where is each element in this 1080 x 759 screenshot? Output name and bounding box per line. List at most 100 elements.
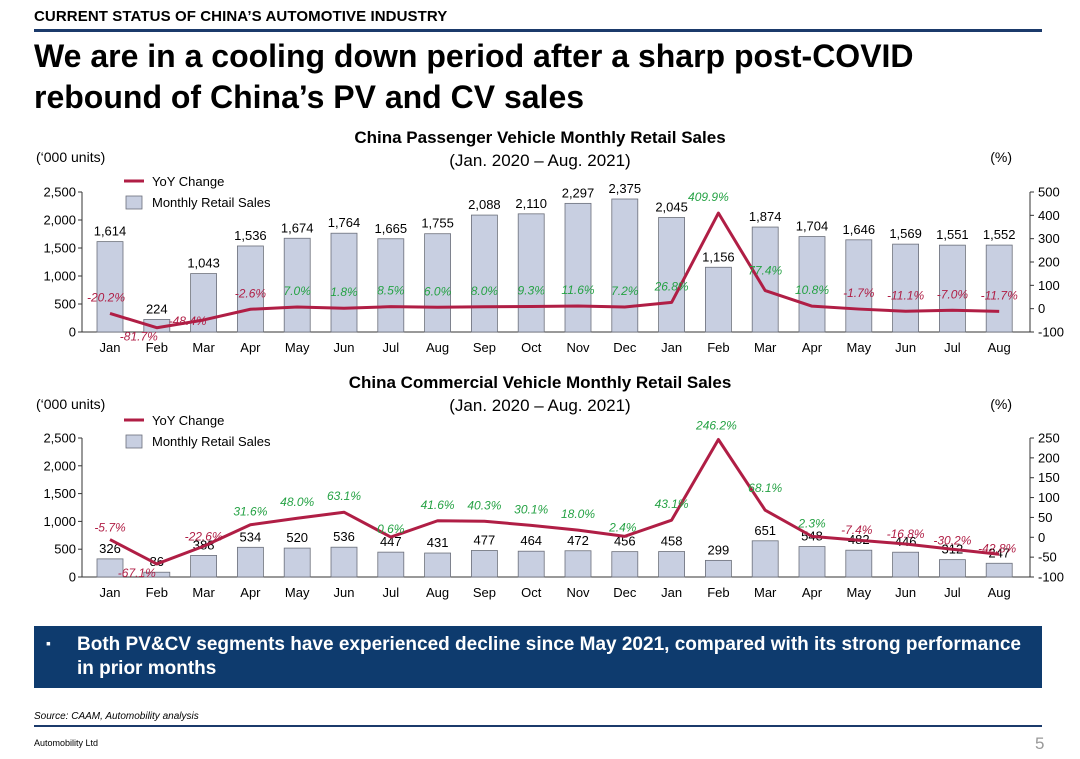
yoy-data-label: 30.1% <box>514 502 548 516</box>
y-tick-label: 500 <box>54 542 76 557</box>
x-tick-label: Oct <box>521 585 542 600</box>
legend-line-label: YoY Change <box>152 174 224 189</box>
bar-value-label: 326 <box>99 541 121 556</box>
yoy-data-label: 246.2% <box>695 419 737 433</box>
bar-monthly-retail-sales <box>377 551 405 578</box>
y2-tick-label: 100 <box>1038 278 1060 293</box>
x-tick-label: Jun <box>895 340 916 355</box>
x-tick-label: Mar <box>192 585 215 600</box>
bar-monthly-retail-sales <box>96 558 124 578</box>
legend-bar-swatch <box>125 434 143 449</box>
yoy-data-label: -5.7% <box>94 521 126 535</box>
bar-value-label: 2,088 <box>468 197 501 212</box>
y-tick-label: 1,000 <box>43 269 76 284</box>
y2-tick-label: 300 <box>1038 231 1060 246</box>
bar-value-label: 1,536 <box>234 228 267 243</box>
company-name: Automobility Ltd <box>34 738 99 748</box>
yoy-data-label: 41.6% <box>421 498 455 512</box>
yoy-data-label: 10.8% <box>795 283 829 297</box>
bar-value-label: 1,569 <box>889 226 922 241</box>
bar-monthly-retail-sales <box>658 217 685 333</box>
bar-monthly-retail-sales <box>330 546 358 578</box>
x-tick-label: Feb <box>707 340 729 355</box>
bar-monthly-retail-sales <box>892 551 919 578</box>
x-tick-label: Feb <box>146 585 168 600</box>
yoy-data-label: 63.1% <box>327 489 361 503</box>
bar-monthly-retail-sales <box>143 571 171 578</box>
yoy-data-label: 9.3% <box>518 283 546 297</box>
key-takeaway-text: Both PV&CV segments have experienced dec… <box>77 634 1021 679</box>
yoy-data-label: 6.0% <box>424 284 452 298</box>
legend-bar-label: Monthly Retail Sales <box>152 434 271 449</box>
yoy-data-label: -48.4% <box>169 314 207 328</box>
yoy-data-label: -7.4% <box>841 523 873 537</box>
y-tick-label: 2,500 <box>43 185 76 200</box>
bar-monthly-retail-sales <box>798 546 826 578</box>
yoy-data-label: 48.0% <box>280 495 314 509</box>
x-tick-label: May <box>847 340 872 355</box>
yoy-change-line <box>109 438 1000 566</box>
bar-monthly-retail-sales <box>470 214 498 333</box>
headline-line-1: We are in a cooling down period after a … <box>34 38 914 74</box>
chart-title: China Commercial Vehicle Monthly Retail … <box>349 373 732 392</box>
x-tick-label: Nov <box>566 585 590 600</box>
bar-value-label: 472 <box>567 533 589 548</box>
yoy-data-label: 0.6% <box>377 522 405 536</box>
x-tick-label: Jan <box>661 340 682 355</box>
bar-monthly-retail-sales <box>424 552 452 578</box>
yoy-change-line <box>109 211 1000 330</box>
bar-value-label: 1,755 <box>421 216 454 231</box>
bar-monthly-retail-sales <box>517 550 545 578</box>
bar-monthly-retail-sales <box>985 244 1013 333</box>
top-divider <box>34 29 1042 32</box>
bar-monthly-retail-sales <box>283 237 311 333</box>
x-tick-label: Oct <box>521 340 542 355</box>
y-tick-label: 1,500 <box>43 486 76 501</box>
bar-monthly-retail-sales <box>658 551 685 578</box>
bar-value-label: 2,297 <box>562 185 595 200</box>
x-tick-label: Aug <box>426 340 449 355</box>
bar-value-label: 86 <box>150 554 164 569</box>
bar-value-label: 1,551 <box>936 227 969 242</box>
x-tick-label: Mar <box>754 340 777 355</box>
x-tick-label: Dec <box>613 340 637 355</box>
y2-tick-label: -50 <box>1038 550 1057 565</box>
bar-value-label: 1,874 <box>749 209 782 224</box>
yoy-data-label: 8.5% <box>377 284 405 298</box>
bar-monthly-retail-sales <box>330 232 358 333</box>
bar-monthly-retail-sales <box>845 239 873 333</box>
bar-monthly-retail-sales <box>705 559 732 578</box>
bar-value-label: 456 <box>614 534 636 549</box>
bullet-icon: ▪ <box>46 635 51 651</box>
y2-tick-label: 500 <box>1038 185 1060 200</box>
x-tick-label: Jun <box>334 585 355 600</box>
yoy-data-label: 2.3% <box>797 516 826 530</box>
bar-value-label: 1,043 <box>187 256 220 271</box>
x-tick-label: Nov <box>566 340 590 355</box>
y2-axis-unit-label: (%) <box>990 396 1012 412</box>
y-tick-label: 2,000 <box>43 213 76 228</box>
bar-monthly-retail-sales <box>611 551 639 578</box>
legend-line-label: YoY Change <box>152 413 224 428</box>
bar-value-label: 224 <box>146 301 168 316</box>
bar-value-label: 1,665 <box>375 221 408 236</box>
x-tick-label: May <box>285 340 310 355</box>
yoy-data-label: 7.2% <box>611 284 639 298</box>
bar-value-label: 2,375 <box>609 181 642 196</box>
yoy-data-label: 409.9% <box>688 190 729 204</box>
bar-value-label: 247 <box>988 545 1010 560</box>
x-tick-label: Mar <box>192 340 215 355</box>
bar-value-label: 477 <box>474 532 496 547</box>
yoy-data-label: -20.2% <box>87 290 125 304</box>
yoy-data-label: 1.8% <box>330 285 358 299</box>
yoy-data-label: -7.0% <box>937 287 969 301</box>
yoy-data-label: 31.6% <box>233 505 267 519</box>
y2-tick-label: 100 <box>1038 490 1060 505</box>
yoy-data-label: -11.7% <box>981 288 1018 302</box>
bar-value-label: 2,045 <box>655 199 688 214</box>
x-tick-label: Jul <box>382 340 399 355</box>
x-tick-label: Jan <box>100 585 121 600</box>
page-headline: We are in a cooling down period after a … <box>34 36 1034 118</box>
bar-monthly-retail-sales <box>611 198 639 333</box>
x-tick-label: Jun <box>334 340 355 355</box>
